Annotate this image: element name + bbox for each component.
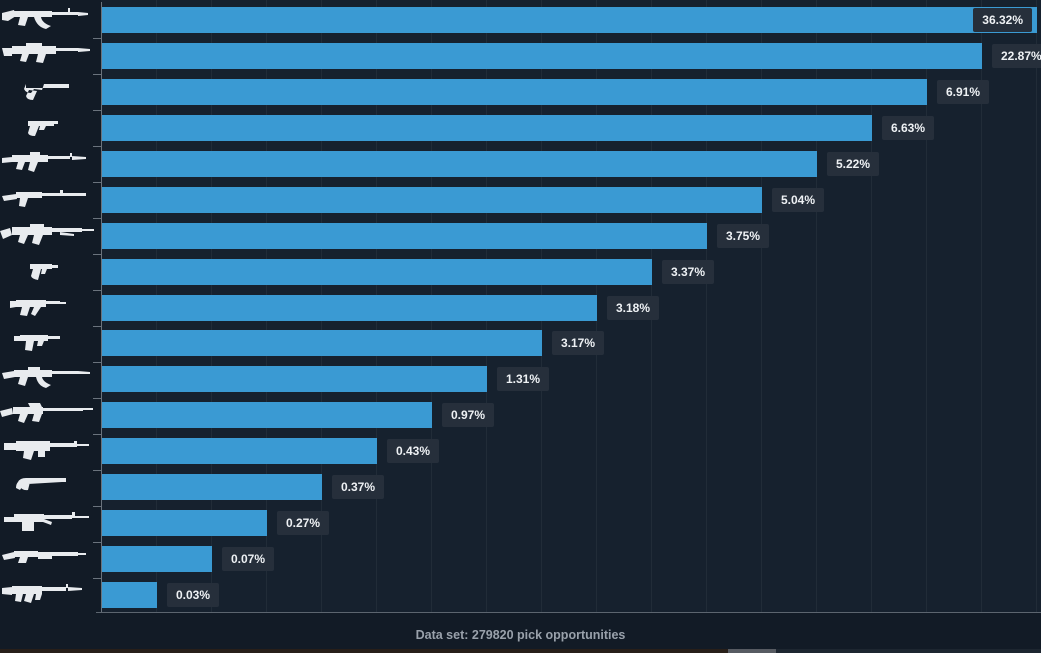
- bar-sniper-rifle[interactable]: [102, 402, 432, 428]
- bar-bullpup-rifle[interactable]: [102, 582, 157, 608]
- pct-label-carbine: 5.22%: [827, 152, 880, 176]
- pct-label-compact-smg: 3.17%: [552, 331, 605, 355]
- y-axis-tick: [93, 38, 101, 39]
- bar-pistol[interactable]: [102, 115, 872, 141]
- pct-label-pump-shotgun: 0.07%: [222, 547, 275, 571]
- bottom-scrollbar-track: [0, 649, 1041, 653]
- bar-carbine[interactable]: [102, 151, 817, 177]
- gridline: [871, 0, 872, 612]
- bar-sawed-off-shotgun[interactable]: [102, 474, 322, 500]
- pct-label-sawed-off-shotgun: 0.37%: [332, 475, 385, 499]
- gridline: [1036, 0, 1037, 612]
- ak47-icon: [2, 8, 88, 29]
- bar-lmg[interactable]: [102, 438, 377, 464]
- y-axis-tick: [93, 506, 101, 507]
- lmg-icon: [4, 441, 89, 460]
- y-axis-tick: [93, 434, 101, 435]
- bar-smg[interactable]: [102, 295, 597, 321]
- gridline: [816, 0, 817, 612]
- dataset-caption: Data set: 279820 pick opportunities: [415, 628, 626, 642]
- bar-ak47[interactable]: [102, 7, 1037, 33]
- compact-smg-icon: [14, 335, 60, 351]
- pct-label-heavy-lmg: 0.27%: [277, 511, 330, 535]
- bar-revolver[interactable]: [102, 79, 927, 105]
- y-axis-tick: [93, 74, 101, 75]
- y-axis-tick: [93, 146, 101, 147]
- pct-label-revolver: 6.91%: [937, 80, 990, 104]
- heavy-lmg-icon: [4, 512, 89, 531]
- y-axis-tick: [93, 542, 101, 543]
- y-axis-tick: [93, 326, 101, 327]
- horizontal-scrollbar-thumb[interactable]: [728, 649, 776, 653]
- y-axis-tick: [93, 254, 101, 255]
- y-axis-tick: [93, 182, 101, 183]
- x-axis-line: [96, 612, 1041, 613]
- carbine-icon: [2, 152, 86, 172]
- bar-scoped-rifle[interactable]: [102, 366, 487, 392]
- y-axis-tick: [93, 110, 101, 111]
- y-axis-tick: [93, 290, 101, 291]
- gridline: [926, 0, 927, 612]
- pct-label-ak47: 36.32%: [973, 8, 1032, 32]
- scoped-rifle-icon: [2, 367, 90, 388]
- pct-label-battle-rifle: 22.87%: [992, 44, 1041, 68]
- y-axis-line: [101, 2, 102, 612]
- y-axis-tick: [93, 470, 101, 471]
- pct-label-bullpup-rifle: 0.03%: [167, 583, 220, 607]
- gridline: [706, 0, 707, 612]
- revolver-icon: [24, 84, 69, 100]
- pct-label-pistol: 6.63%: [882, 116, 935, 140]
- pct-label-scoped-rifle: 1.31%: [497, 367, 550, 391]
- machine-pistol-icon: [30, 264, 58, 280]
- sawed-off-shotgun-icon: [16, 478, 66, 491]
- sniper-rifle-icon: [0, 403, 93, 423]
- marksman-rifle-icon: [2, 190, 86, 207]
- battle-rifle-icon: [2, 43, 90, 63]
- bar-battle-rifle[interactable]: [102, 43, 982, 69]
- gridline: [761, 0, 762, 612]
- bar-heavy-lmg[interactable]: [102, 510, 267, 536]
- bar-pump-shotgun[interactable]: [102, 546, 212, 572]
- pct-label-marksman-rifle: 5.04%: [772, 188, 825, 212]
- plot-area: 36.32% 22.87% 6.91% 6.63% 5.22% 5.04% 3.75% 3.3…: [101, 0, 1041, 612]
- bar-marksman-rifle[interactable]: [102, 187, 762, 213]
- pct-label-sniper-rifle: 0.97%: [442, 403, 495, 427]
- pct-label-machine-pistol: 3.37%: [662, 260, 715, 284]
- pct-label-auto-sniper: 3.75%: [717, 224, 770, 248]
- y-axis-tick: [93, 218, 101, 219]
- bar-machine-pistol[interactable]: [102, 259, 652, 285]
- gridline: [981, 0, 982, 612]
- bottom-scrollbar-track-right: [776, 649, 1041, 653]
- y-axis-tick: [93, 398, 101, 399]
- bar-auto-sniper[interactable]: [102, 223, 707, 249]
- y-axis-tick: [93, 578, 101, 579]
- auto-sniper-icon: [0, 224, 94, 245]
- bar-compact-smg[interactable]: [102, 330, 542, 356]
- pct-label-smg: 3.18%: [607, 296, 660, 320]
- pistol-icon: [28, 121, 58, 136]
- y-axis-tick: [93, 362, 101, 363]
- smg-icon: [10, 300, 66, 316]
- pct-label-lmg: 0.43%: [387, 439, 440, 463]
- pump-shotgun-icon: [2, 551, 86, 563]
- bullpup-rifle-icon: [2, 584, 82, 603]
